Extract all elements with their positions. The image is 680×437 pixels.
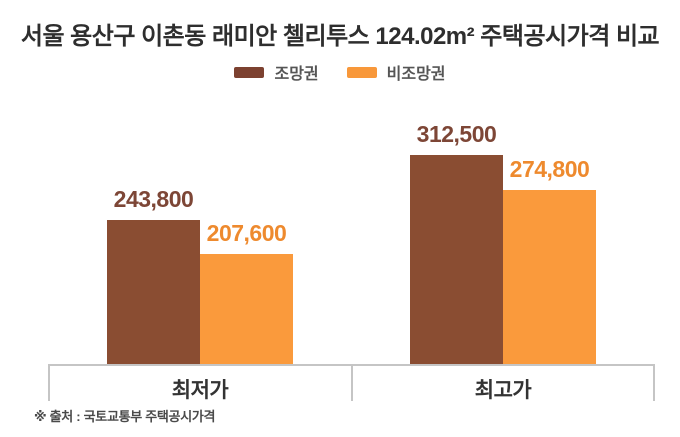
value-label-조망권-최고가: 312,500 bbox=[416, 121, 497, 147]
bar-조망권-최저가 bbox=[107, 220, 200, 364]
bar-조망권-최고가 bbox=[410, 155, 503, 364]
x-axis-tick-right bbox=[653, 364, 655, 401]
source-note: ※ 출처 : 국토교통부 주택공시가격 bbox=[34, 409, 216, 424]
value-label-비조망권-최저가: 207,600 bbox=[206, 220, 287, 246]
category-label-최고가: 최고가 bbox=[474, 379, 532, 402]
value-label-비조망권-최고가: 274,800 bbox=[509, 156, 590, 182]
legend: 조망권 비조망권 bbox=[0, 60, 680, 84]
legend-label-view-right: 조망권 bbox=[274, 66, 319, 83]
legend-label-no-view-right: 비조망권 bbox=[386, 66, 446, 83]
value-label-조망권-최저가: 243,800 bbox=[113, 186, 194, 212]
legend-item-view-right: 조망권 bbox=[234, 60, 319, 84]
x-axis-tick-center bbox=[351, 364, 353, 401]
bar-비조망권-최저가 bbox=[200, 254, 293, 364]
legend-swatch-view-right bbox=[234, 66, 265, 78]
x-axis-tick-left bbox=[48, 364, 50, 401]
legend-swatch-no-view-right bbox=[346, 66, 377, 78]
category-label-최저가: 최저가 bbox=[171, 379, 229, 402]
bar-chart-plot: 243,800 207,600 최저가 312,500 274,800 최고가 bbox=[48, 100, 655, 402]
bar-비조망권-최고가 bbox=[503, 190, 596, 364]
chart-title: 서울 용산구 이촌동 래미안 첼리투스 124.02m² 주택공시가격 비교 bbox=[20, 23, 660, 50]
legend-item-no-view-right: 비조망권 bbox=[346, 60, 446, 84]
